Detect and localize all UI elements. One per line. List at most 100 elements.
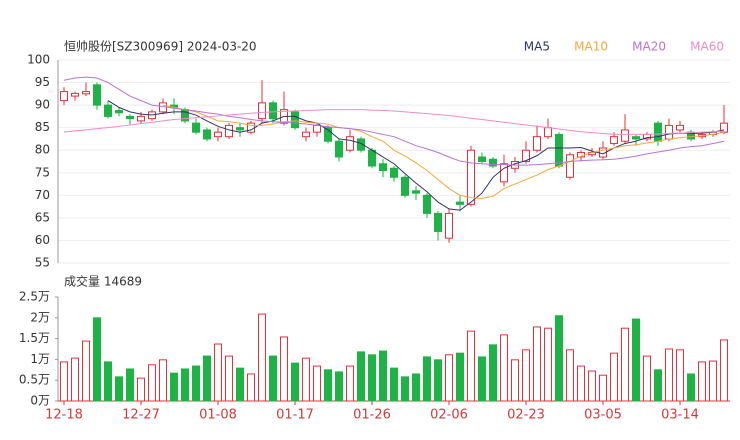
volume-bar [247, 373, 255, 402]
y-tick-label: 85 [35, 120, 50, 134]
candle-body [423, 194, 431, 214]
y-tick-label: 90 [35, 98, 50, 112]
candle-body [533, 136, 541, 151]
x-tick-label: 01-08 [199, 408, 237, 423]
volume-bar [137, 377, 145, 402]
volume-bar [82, 340, 90, 402]
volume-title: 成交量 14689 [64, 274, 142, 289]
volume-bar [313, 365, 321, 402]
volume-bar [720, 339, 728, 402]
volume-bar [478, 356, 486, 402]
candle-body [522, 149, 530, 163]
volume-bar [544, 327, 552, 402]
volume-bar [225, 355, 233, 402]
volume-bar [610, 352, 618, 402]
volume-bar [346, 365, 354, 402]
candle-body [445, 212, 453, 239]
volume-bar [665, 348, 673, 402]
y-tick-label: 0.5万 [19, 373, 50, 387]
volume-bar [401, 376, 409, 402]
candle-body [60, 91, 68, 102]
candle-body [203, 129, 211, 140]
candle-body [346, 136, 354, 151]
candle-body [82, 91, 90, 95]
volume-bar [126, 368, 134, 402]
y-tick-label: 75 [35, 165, 50, 179]
candle-body [192, 122, 200, 133]
x-tick-label: 02-06 [430, 408, 468, 423]
volume-bar [412, 373, 420, 402]
volume-bar [269, 355, 277, 402]
volume-bar [236, 367, 244, 402]
volume-bar [181, 368, 189, 402]
candle-body [368, 149, 376, 167]
volume-bar [368, 354, 376, 402]
volume-bar [621, 327, 629, 402]
volume-bar [500, 334, 508, 402]
volume-bar [148, 364, 156, 402]
candle-body [456, 201, 464, 205]
candle-body [258, 102, 266, 120]
candle-body [126, 115, 134, 120]
candle-body [467, 149, 475, 205]
candle-body [71, 92, 79, 97]
y-tick-label: 55 [35, 256, 50, 270]
volume-bar [379, 350, 387, 402]
volume-bar [456, 352, 464, 402]
x-tick-label: 01-26 [353, 408, 391, 423]
volume-bar [467, 330, 475, 402]
candle-body [137, 115, 145, 122]
candle-body [291, 111, 299, 129]
chart-title: 恒帅股份[SZ300969] 2024-03-20 [64, 40, 257, 54]
x-tick-label: 03-14 [661, 408, 699, 423]
volume-bar [192, 365, 200, 402]
candle-body [302, 131, 310, 138]
y-tick-label: 1.5万 [19, 331, 50, 345]
volume-bar [214, 343, 222, 402]
candle-body [676, 124, 684, 131]
volume-bar [588, 370, 596, 402]
volume-bar [632, 318, 640, 402]
candle-body [104, 104, 112, 117]
volume-bar [555, 315, 563, 402]
x-tick-label: 02-23 [507, 408, 545, 423]
volume-bar [71, 357, 79, 402]
legend-entry: MA60 [690, 40, 724, 54]
volume-bar [687, 373, 695, 402]
volume-bar [335, 371, 343, 402]
volume-bar [324, 369, 332, 402]
y-tick-label: 2万 [30, 310, 50, 324]
y-tick-label: 80 [35, 143, 50, 157]
legend-entry: MA20 [632, 40, 666, 54]
candle-body [412, 190, 420, 194]
candle-body [93, 84, 101, 106]
volume-bar [357, 351, 365, 402]
ma-line [63, 76, 725, 166]
candle-body [236, 127, 244, 131]
volume-bar [698, 361, 706, 402]
y-tick-label: 95 [35, 75, 50, 89]
candle-body [489, 158, 497, 167]
candle-body [379, 163, 387, 172]
y-tick-label: 65 [35, 210, 50, 224]
legend-entry: MA5 [524, 40, 550, 54]
candle-body [478, 156, 486, 163]
volume-bar [676, 349, 684, 402]
candle-body [434, 212, 442, 232]
volume-bar [115, 376, 123, 402]
x-tick-label: 12-27 [122, 408, 160, 423]
candle-body [566, 154, 574, 178]
volume-bar [709, 360, 717, 402]
volume-bar [654, 369, 662, 402]
x-tick-label: 12-18 [45, 408, 83, 423]
volume-bar [445, 354, 453, 402]
volume-bar [291, 362, 299, 402]
volume-bar [423, 356, 431, 402]
candle-body [555, 133, 563, 167]
volume-bar [511, 359, 519, 402]
volume-bar [203, 355, 211, 402]
volume-bar [93, 317, 101, 402]
candle-body [335, 140, 343, 158]
volume-bar [643, 355, 651, 402]
